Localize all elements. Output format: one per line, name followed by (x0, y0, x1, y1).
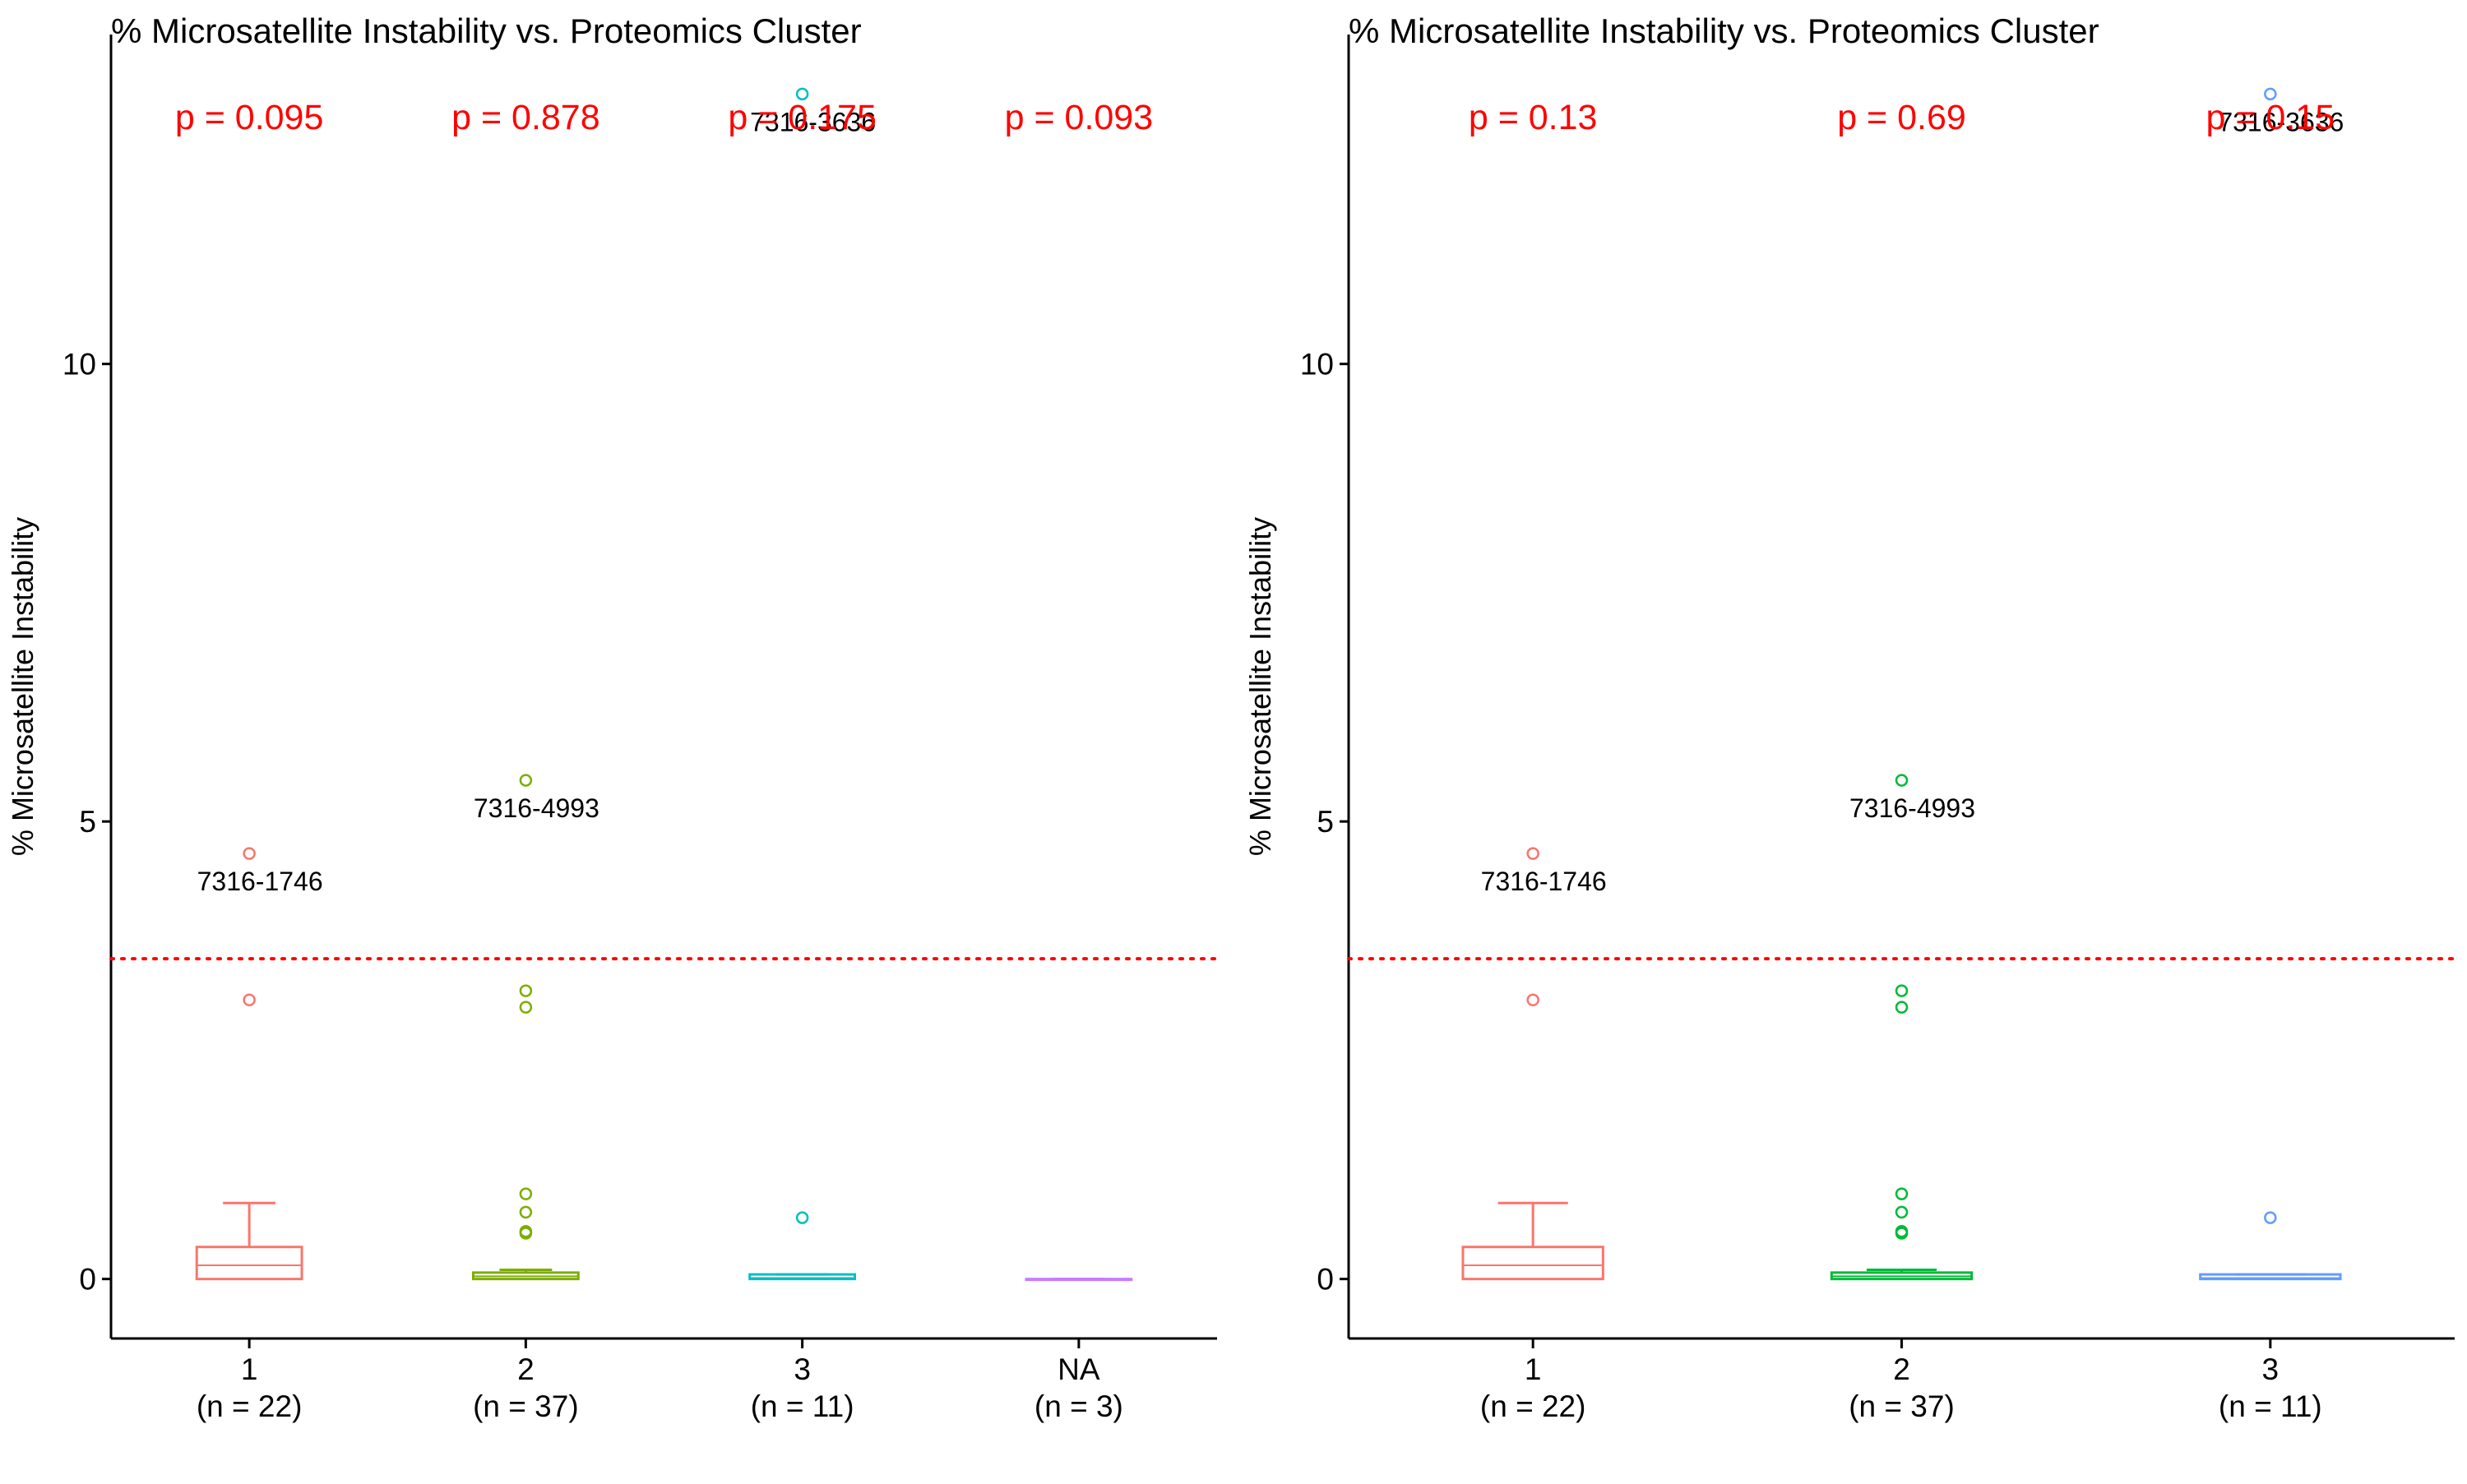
outlier-point (1895, 1225, 1909, 1238)
y-axis-label: % Microsatellite Instability (6, 517, 39, 856)
outlier-point (519, 1205, 533, 1219)
sample-label: 7316-3636 (750, 107, 876, 136)
outlier-point (795, 1211, 809, 1224)
sample-label: 7316-4993 (1849, 793, 1975, 823)
category-group-2: 2(n = 37) 7316-4993 p = 0.69 (1830, 98, 1975, 1423)
box (195, 1246, 303, 1281)
panel-1: % Microsatellite Instability vs. Proteom… (6, 12, 1219, 1423)
p-value-label: p = 0.13 (1469, 98, 1598, 137)
outlier-point (795, 87, 809, 101)
x-tick-label: 3 (794, 1352, 811, 1386)
x-tick-label: 3 (2262, 1352, 2280, 1386)
x-tick-sublabel: (n = 11) (2219, 1389, 2322, 1423)
outlier-point (2264, 87, 2277, 101)
sample-label: 7316-1746 (197, 867, 323, 896)
outlier-point (1895, 984, 1909, 997)
x-tick-label: 2 (1893, 1352, 1910, 1386)
x-tick-sublabel: (n = 22) (197, 1389, 303, 1423)
p-value-label: p = 0.175 (728, 98, 877, 137)
p-value-label: p = 0.878 (451, 98, 600, 137)
p-value-label: p = 0.69 (1837, 98, 1966, 137)
outlier-point (519, 774, 533, 787)
outlier-point (243, 993, 256, 1006)
outlier-point (1895, 774, 1909, 787)
outlier-point (2264, 1211, 2277, 1224)
outlier-point (1895, 1205, 1909, 1219)
outlier-point (519, 1225, 533, 1238)
category-group-1: 1(n = 22) 7316-1746 p = 0.13 (1461, 98, 1607, 1423)
category-group-1: 1(n = 22) 7316-1746 p = 0.095 (175, 98, 324, 1423)
sample-label: 7316-1746 (1481, 867, 1607, 896)
x-tick-sublabel: (n = 22) (1480, 1389, 1586, 1423)
box (748, 1273, 857, 1281)
sample-label: 7316-4993 (474, 793, 599, 823)
outlier-point (243, 847, 256, 860)
x-tick-label: NA (1058, 1352, 1100, 1386)
y-tick-label: 5 (79, 805, 96, 839)
x-tick-label: 1 (241, 1352, 258, 1386)
x-tick-sublabel: (n = 37) (1849, 1389, 1955, 1423)
box (2199, 1273, 2342, 1281)
outlier-point (1895, 1001, 1909, 1014)
chart-title: % Microsatellite Instability vs. Proteom… (1349, 12, 2099, 50)
y-tick-label: 10 (62, 348, 96, 381)
y-tick-label: 0 (79, 1263, 96, 1297)
p-value-label: p = 0.093 (1005, 98, 1154, 137)
x-tick-sublabel: (n = 3) (1034, 1389, 1123, 1423)
y-tick-label: 5 (1317, 805, 1334, 839)
x-tick-sublabel: (n = 37) (473, 1389, 579, 1423)
outlier-point (519, 1001, 533, 1014)
box (1461, 1246, 1604, 1281)
category-group-NA: NA(n = 3) p = 0.093 (1005, 98, 1154, 1423)
outlier-point (1526, 847, 1539, 860)
x-tick-sublabel: (n = 11) (751, 1389, 854, 1423)
sample-label: 7316-3636 (2218, 107, 2344, 136)
y-axis-label: % Microsatellite Instability (1243, 517, 1277, 856)
category-group-2: 2(n = 37) 7316-4993 p = 0.878 (451, 98, 600, 1423)
chart-title: % Microsatellite Instability vs. Proteom… (111, 12, 862, 50)
outlier-point (519, 984, 533, 997)
outlier-point (519, 1187, 533, 1200)
y-tick-label: 10 (1300, 348, 1334, 381)
p-value-label: p = 0.15 (2206, 98, 2335, 137)
x-tick-label: 2 (517, 1352, 535, 1386)
panel-2: % Microsatellite Instability vs. Proteom… (1243, 12, 2456, 1423)
y-tick-label: 0 (1317, 1263, 1334, 1297)
p-value-label: p = 0.095 (175, 98, 324, 137)
outlier-point (1526, 993, 1539, 1006)
x-tick-label: 1 (1525, 1352, 1542, 1386)
outlier-point (1895, 1187, 1909, 1200)
